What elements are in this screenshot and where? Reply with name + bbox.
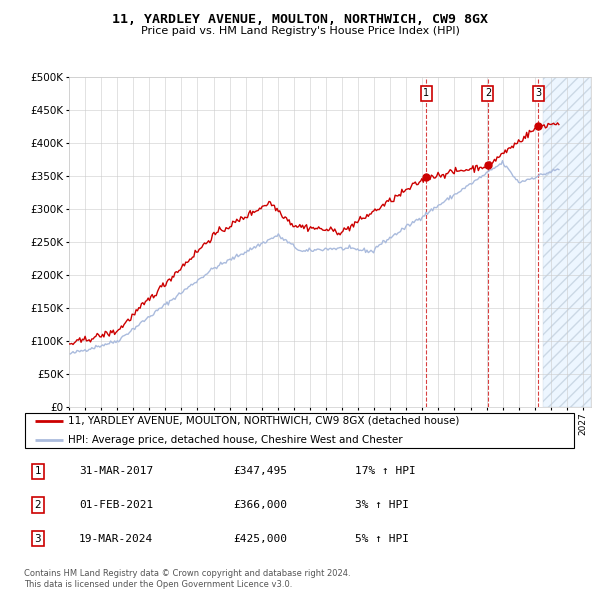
Bar — [543, 77, 591, 407]
Text: £366,000: £366,000 — [234, 500, 288, 510]
Text: 5% ↑ HPI: 5% ↑ HPI — [355, 533, 409, 543]
Text: 01-FEB-2021: 01-FEB-2021 — [79, 500, 154, 510]
Text: 1: 1 — [34, 467, 41, 477]
Text: 3: 3 — [34, 533, 41, 543]
Text: 1: 1 — [424, 88, 430, 98]
Text: 3: 3 — [535, 88, 541, 98]
Text: Price paid vs. HM Land Registry's House Price Index (HPI): Price paid vs. HM Land Registry's House … — [140, 26, 460, 36]
Text: 3% ↑ HPI: 3% ↑ HPI — [355, 500, 409, 510]
Text: HPI: Average price, detached house, Cheshire West and Chester: HPI: Average price, detached house, Ches… — [68, 435, 403, 445]
Text: Contains HM Land Registry data © Crown copyright and database right 2024.
This d: Contains HM Land Registry data © Crown c… — [24, 569, 350, 589]
Text: 11, YARDLEY AVENUE, MOULTON, NORTHWICH, CW9 8GX: 11, YARDLEY AVENUE, MOULTON, NORTHWICH, … — [112, 13, 488, 26]
Text: £347,495: £347,495 — [234, 467, 288, 477]
Text: 11, YARDLEY AVENUE, MOULTON, NORTHWICH, CW9 8GX (detached house): 11, YARDLEY AVENUE, MOULTON, NORTHWICH, … — [68, 416, 460, 426]
Text: £425,000: £425,000 — [234, 533, 288, 543]
Text: 2: 2 — [34, 500, 41, 510]
Text: 2: 2 — [485, 88, 491, 98]
FancyBboxPatch shape — [25, 413, 574, 448]
Text: 31-MAR-2017: 31-MAR-2017 — [79, 467, 154, 477]
Text: 19-MAR-2024: 19-MAR-2024 — [79, 533, 154, 543]
Text: 17% ↑ HPI: 17% ↑ HPI — [355, 467, 416, 477]
